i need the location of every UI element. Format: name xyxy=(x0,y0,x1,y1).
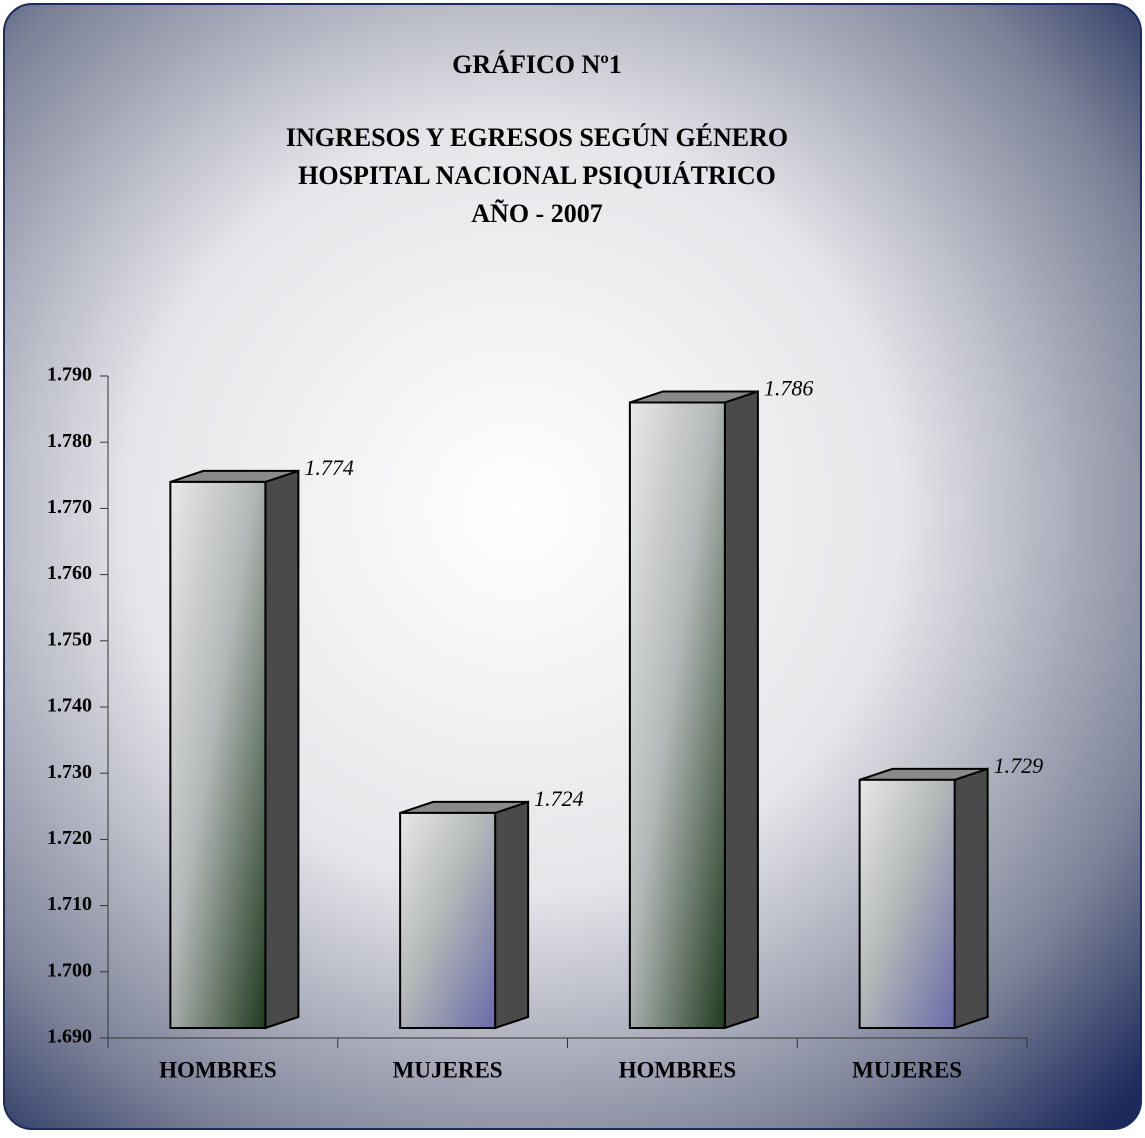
subtitle: HOSPITAL NACIONAL PSIQUIÁTRICO xyxy=(298,161,776,190)
x-tick-label: MUJERES xyxy=(852,1057,962,1082)
x-tick-label: HOMBRES xyxy=(619,1057,737,1082)
bar-side xyxy=(953,767,989,1030)
y-tick-label: 1.750 xyxy=(47,628,92,650)
bar-front xyxy=(169,480,267,1030)
bar-side xyxy=(723,390,759,1030)
value-label: 1.724 xyxy=(534,786,584,811)
bar xyxy=(858,767,989,1030)
bar-side xyxy=(264,469,300,1030)
y-tick-label: 1.710 xyxy=(47,893,92,915)
y-tick-label: 1.730 xyxy=(47,761,92,783)
bar xyxy=(169,469,300,1030)
value-label: 1.786 xyxy=(764,376,814,401)
subtitle: AÑO - 2007 xyxy=(471,199,602,228)
subtitle: INGRESOS Y EGRESOS SEGÚN GÉNERO xyxy=(286,123,788,152)
bar-front xyxy=(628,401,726,1030)
y-tick-label: 1.770 xyxy=(47,496,92,518)
x-tick-label: HOMBRES xyxy=(159,1057,277,1082)
bar xyxy=(399,800,530,1030)
y-tick-label: 1.760 xyxy=(47,562,92,584)
value-label: 1.729 xyxy=(994,753,1044,778)
y-tick-label: 1.790 xyxy=(47,364,92,386)
bar-front xyxy=(858,778,956,1029)
x-tick-label: MUJERES xyxy=(393,1057,503,1082)
value-label: 1.774 xyxy=(304,455,354,480)
bar-side xyxy=(494,800,530,1030)
y-tick-label: 1.740 xyxy=(47,695,92,717)
y-tick-label: 1.720 xyxy=(47,827,92,849)
bar-front xyxy=(399,811,497,1029)
y-tick-label: 1.690 xyxy=(47,1026,92,1048)
chart-title: GRÁFICO Nº1 xyxy=(452,50,622,79)
bar xyxy=(628,390,759,1030)
y-tick-label: 1.700 xyxy=(47,959,92,981)
y-tick-label: 1.780 xyxy=(47,430,92,452)
